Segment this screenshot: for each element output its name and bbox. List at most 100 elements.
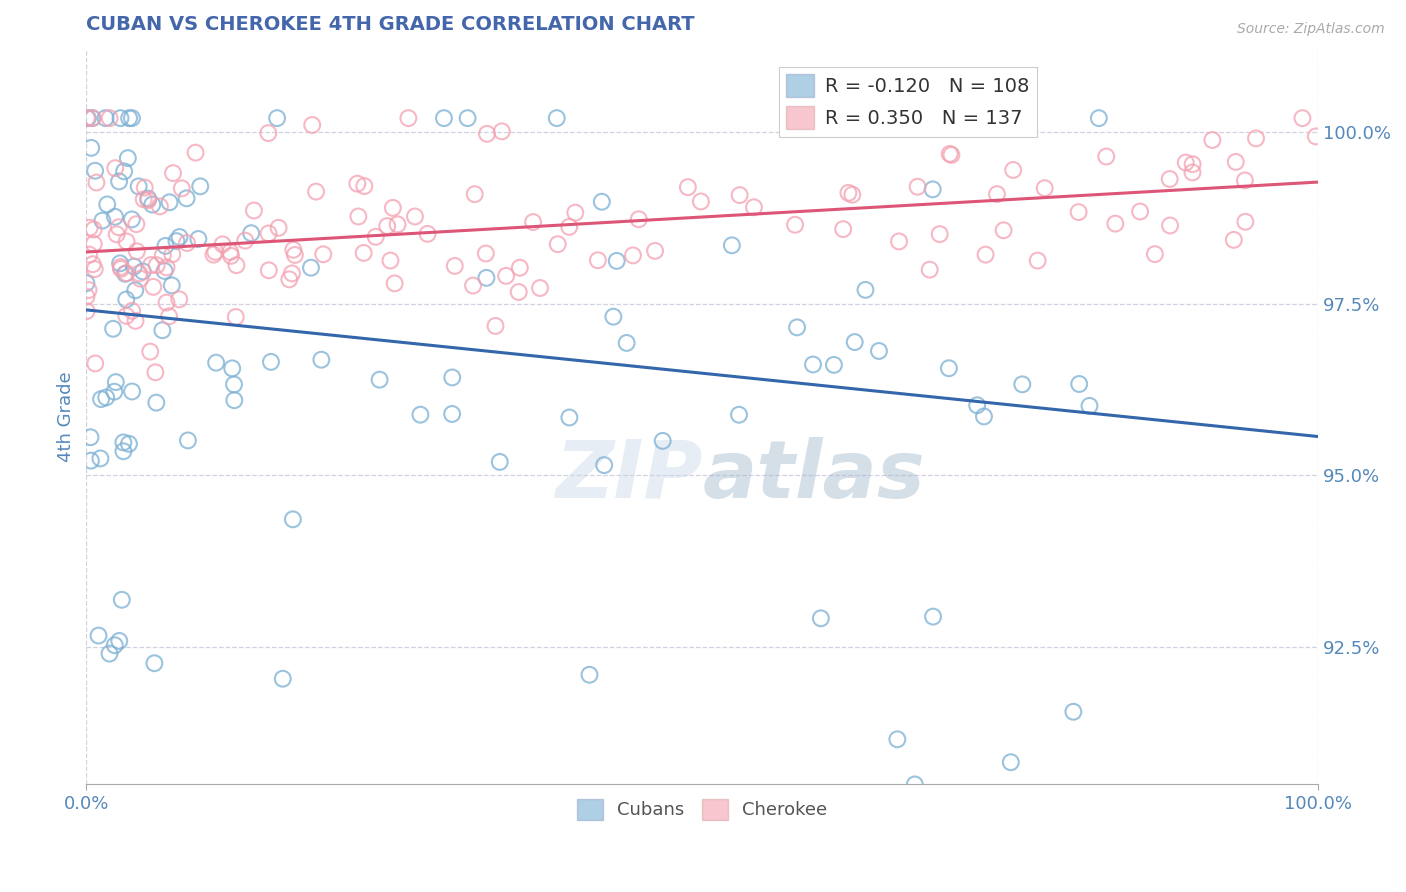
Point xyxy=(129,271,152,285)
Point xyxy=(110,111,132,125)
Point xyxy=(283,243,305,257)
Point xyxy=(159,195,181,210)
Point xyxy=(219,249,242,263)
Point xyxy=(907,179,929,194)
Point xyxy=(475,246,498,260)
Point xyxy=(938,361,960,376)
Point xyxy=(353,179,375,194)
Point xyxy=(87,629,110,643)
Point xyxy=(124,314,146,328)
Point xyxy=(973,409,995,424)
Point xyxy=(546,111,568,125)
Point xyxy=(353,246,375,260)
Point xyxy=(162,166,184,180)
Point xyxy=(124,283,146,297)
Point xyxy=(508,285,530,299)
Point xyxy=(224,393,246,408)
Point xyxy=(278,272,301,286)
Point xyxy=(121,303,143,318)
Point xyxy=(364,229,387,244)
Point xyxy=(76,304,98,318)
Point xyxy=(1201,133,1223,147)
Point xyxy=(375,219,398,233)
Point xyxy=(380,253,402,268)
Point xyxy=(141,197,163,211)
Point xyxy=(786,320,808,334)
Y-axis label: 4th Grade: 4th Grade xyxy=(58,372,75,462)
Point xyxy=(143,657,166,671)
Point xyxy=(586,253,609,268)
Point xyxy=(221,361,243,376)
Point xyxy=(80,141,103,155)
Point xyxy=(823,358,845,372)
Point xyxy=(104,638,127,652)
Point xyxy=(121,212,143,227)
Point xyxy=(132,264,155,278)
Point xyxy=(157,310,180,324)
Point xyxy=(79,430,101,444)
Point xyxy=(160,278,183,293)
Point xyxy=(1129,204,1152,219)
Point xyxy=(170,181,193,195)
Point xyxy=(1181,157,1204,171)
Point xyxy=(1291,111,1313,125)
Point xyxy=(855,283,877,297)
Point xyxy=(728,188,751,202)
Point xyxy=(257,263,280,277)
Point xyxy=(484,318,506,333)
Point xyxy=(122,260,145,274)
Point xyxy=(509,260,531,275)
Point xyxy=(115,266,138,280)
Point xyxy=(76,111,98,125)
Point xyxy=(1067,205,1090,219)
Point xyxy=(381,201,404,215)
Point xyxy=(233,234,256,248)
Point xyxy=(621,248,644,262)
Point xyxy=(165,234,187,248)
Point xyxy=(1143,247,1166,261)
Point xyxy=(155,260,177,275)
Point xyxy=(80,453,103,467)
Point xyxy=(267,220,290,235)
Point xyxy=(651,434,673,448)
Point xyxy=(966,398,988,412)
Point xyxy=(118,437,141,451)
Point xyxy=(145,395,167,409)
Point xyxy=(1088,111,1111,125)
Point xyxy=(98,647,121,661)
Point xyxy=(132,192,155,206)
Point xyxy=(114,267,136,281)
Point xyxy=(558,410,581,425)
Point xyxy=(887,235,910,249)
Point xyxy=(243,203,266,218)
Point xyxy=(886,732,908,747)
Point xyxy=(111,592,134,607)
Point xyxy=(900,111,922,125)
Point xyxy=(257,227,280,241)
Point xyxy=(91,213,114,227)
Point xyxy=(564,205,586,219)
Point xyxy=(145,365,167,379)
Point xyxy=(257,126,280,140)
Point xyxy=(184,145,207,160)
Point xyxy=(108,634,131,648)
Point xyxy=(475,270,498,285)
Point xyxy=(108,174,131,188)
Point xyxy=(75,290,97,304)
Point xyxy=(558,219,581,234)
Point xyxy=(591,194,613,209)
Point xyxy=(90,392,112,406)
Point xyxy=(107,220,129,235)
Point xyxy=(441,370,464,384)
Point xyxy=(281,512,304,526)
Point xyxy=(443,259,465,273)
Point xyxy=(578,667,600,681)
Point xyxy=(810,611,832,625)
Point xyxy=(115,293,138,307)
Point xyxy=(188,179,211,194)
Point xyxy=(993,223,1015,237)
Point xyxy=(464,187,486,202)
Point xyxy=(284,248,307,262)
Point xyxy=(211,237,233,252)
Point xyxy=(155,239,177,253)
